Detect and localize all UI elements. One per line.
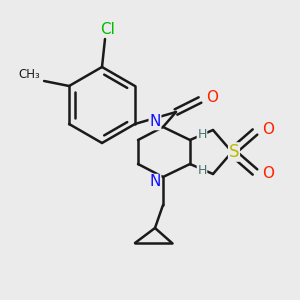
Text: O: O (262, 167, 274, 182)
Text: N: N (149, 175, 161, 190)
Text: H: H (197, 164, 207, 176)
Text: S: S (229, 143, 239, 161)
Text: O: O (206, 89, 218, 104)
Text: N: N (149, 115, 161, 130)
Text: H: H (197, 128, 207, 140)
Text: O: O (262, 122, 274, 137)
Text: Cl: Cl (100, 22, 116, 37)
Text: CH₃: CH₃ (18, 68, 40, 82)
